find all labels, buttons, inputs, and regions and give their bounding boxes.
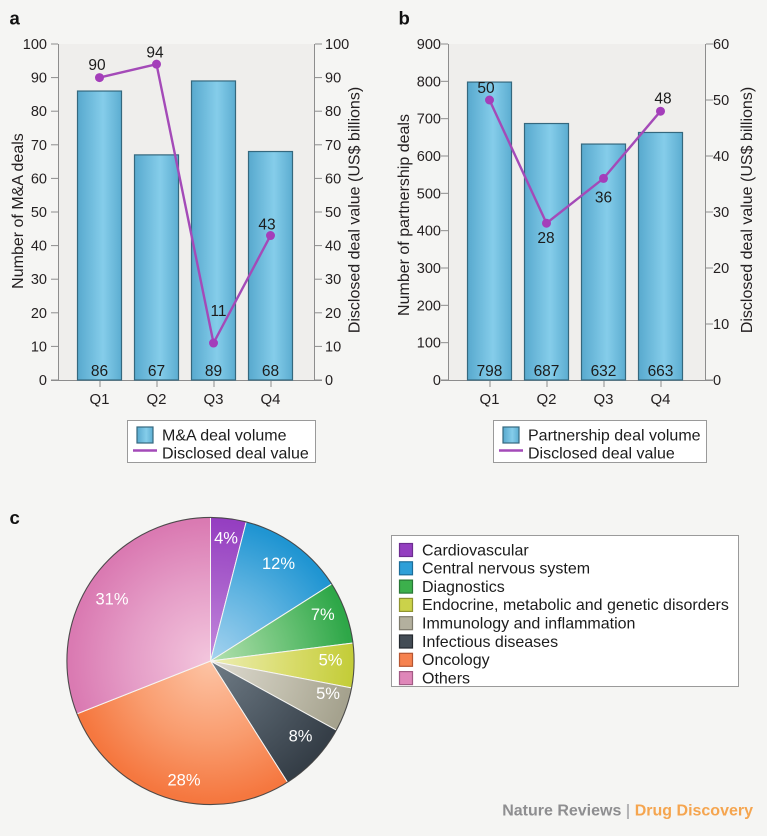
svg-text:50: 50 [31, 205, 47, 221]
svg-text:Disclosed deal value (US$ bill: Disclosed deal value (US$ billions) [739, 87, 756, 333]
svg-text:Central nervous system: Central nervous system [422, 561, 590, 578]
svg-text:11: 11 [210, 303, 226, 320]
svg-text:50: 50 [325, 205, 341, 221]
svg-text:632: 632 [591, 363, 617, 380]
svg-text:0: 0 [433, 373, 441, 389]
svg-text:30: 30 [31, 272, 47, 288]
svg-text:8%: 8% [289, 728, 313, 746]
svg-text:50: 50 [713, 93, 729, 109]
svg-text:600: 600 [417, 149, 441, 165]
svg-text:687: 687 [534, 363, 560, 380]
svg-text:700: 700 [417, 112, 441, 128]
svg-text:Partnership deal volume: Partnership deal volume [528, 428, 701, 445]
svg-text:100: 100 [325, 37, 349, 53]
svg-text:10: 10 [713, 317, 729, 333]
svg-text:20: 20 [325, 306, 341, 322]
svg-text:Number of partnership deals: Number of partnership deals [396, 114, 413, 316]
svg-text:Disclosed deal value (US$ bill: Disclosed deal value (US$ billions) [347, 87, 364, 333]
svg-text:Q2: Q2 [536, 391, 556, 408]
svg-text:0: 0 [325, 373, 333, 389]
svg-text:5%: 5% [316, 685, 340, 703]
svg-text:Immunology and inflammation: Immunology and inflammation [422, 616, 635, 633]
svg-text:663: 663 [648, 363, 674, 380]
svg-text:50: 50 [477, 80, 495, 97]
svg-text:48: 48 [654, 91, 671, 108]
svg-text:200: 200 [417, 298, 441, 314]
svg-text:Q2: Q2 [146, 391, 166, 408]
svg-text:Oncology: Oncology [422, 652, 490, 669]
svg-text:Diagnostics: Diagnostics [422, 579, 505, 596]
svg-text:12%: 12% [262, 555, 295, 573]
svg-text:100: 100 [417, 336, 441, 352]
svg-text:60: 60 [31, 171, 47, 187]
svg-text:40: 40 [713, 149, 729, 165]
svg-text:Infectious diseases: Infectious diseases [422, 634, 558, 651]
svg-text:20: 20 [713, 261, 729, 277]
svg-text:20: 20 [31, 306, 47, 322]
svg-text:900: 900 [417, 37, 441, 53]
svg-text:67: 67 [148, 363, 165, 380]
svg-text:Q3: Q3 [593, 391, 613, 408]
svg-text:b: b [399, 8, 410, 29]
svg-text:Disclosed deal value: Disclosed deal value [528, 446, 675, 463]
svg-text:Q4: Q4 [650, 391, 670, 408]
svg-text:0: 0 [39, 373, 47, 389]
svg-text:30: 30 [325, 272, 341, 288]
svg-text:10: 10 [31, 339, 47, 355]
svg-text:Cardiovascular: Cardiovascular [422, 542, 529, 559]
svg-text:Q3: Q3 [203, 391, 223, 408]
svg-text:31%: 31% [95, 591, 128, 609]
svg-text:Nature Reviews | Drug Discover: Nature Reviews | Drug Discovery [502, 803, 753, 820]
svg-text:68: 68 [262, 363, 279, 380]
svg-text:500: 500 [417, 186, 441, 202]
svg-text:4%: 4% [214, 530, 238, 548]
svg-text:400: 400 [417, 224, 441, 240]
svg-text:100: 100 [23, 37, 47, 53]
svg-text:86: 86 [91, 363, 108, 380]
svg-text:40: 40 [325, 239, 341, 255]
svg-text:Q4: Q4 [260, 391, 280, 408]
svg-text:43: 43 [258, 217, 275, 234]
svg-text:89: 89 [205, 363, 222, 380]
svg-text:60: 60 [713, 37, 729, 53]
svg-text:300: 300 [417, 261, 441, 277]
svg-text:M&A deal volume: M&A deal volume [162, 428, 287, 445]
svg-text:Q1: Q1 [479, 391, 499, 408]
svg-text:798: 798 [477, 363, 503, 380]
svg-text:28%: 28% [167, 772, 200, 790]
svg-text:0: 0 [713, 373, 721, 389]
svg-text:90: 90 [31, 71, 47, 87]
svg-text:70: 70 [31, 138, 47, 154]
svg-text:28: 28 [537, 230, 554, 247]
svg-text:80: 80 [31, 104, 47, 120]
svg-text:Others: Others [422, 670, 470, 687]
svg-text:7%: 7% [311, 606, 335, 624]
svg-text:a: a [10, 8, 21, 29]
svg-text:Number of M&A deals: Number of M&A deals [10, 133, 27, 289]
svg-text:60: 60 [325, 171, 341, 187]
svg-text:70: 70 [325, 138, 341, 154]
svg-text:c: c [10, 507, 20, 528]
svg-text:80: 80 [325, 104, 341, 120]
svg-text:Disclosed deal value: Disclosed deal value [162, 446, 309, 463]
svg-text:Endocrine, metabolic and genet: Endocrine, metabolic and genetic disorde… [422, 597, 729, 614]
svg-text:90: 90 [325, 71, 341, 87]
svg-text:5%: 5% [319, 652, 343, 670]
svg-text:94: 94 [146, 45, 164, 62]
svg-text:40: 40 [31, 239, 47, 255]
svg-text:90: 90 [88, 57, 106, 74]
svg-text:36: 36 [595, 190, 612, 207]
svg-text:800: 800 [417, 74, 441, 90]
svg-text:10: 10 [325, 339, 341, 355]
svg-text:Q1: Q1 [89, 391, 109, 408]
svg-text:30: 30 [713, 205, 729, 221]
